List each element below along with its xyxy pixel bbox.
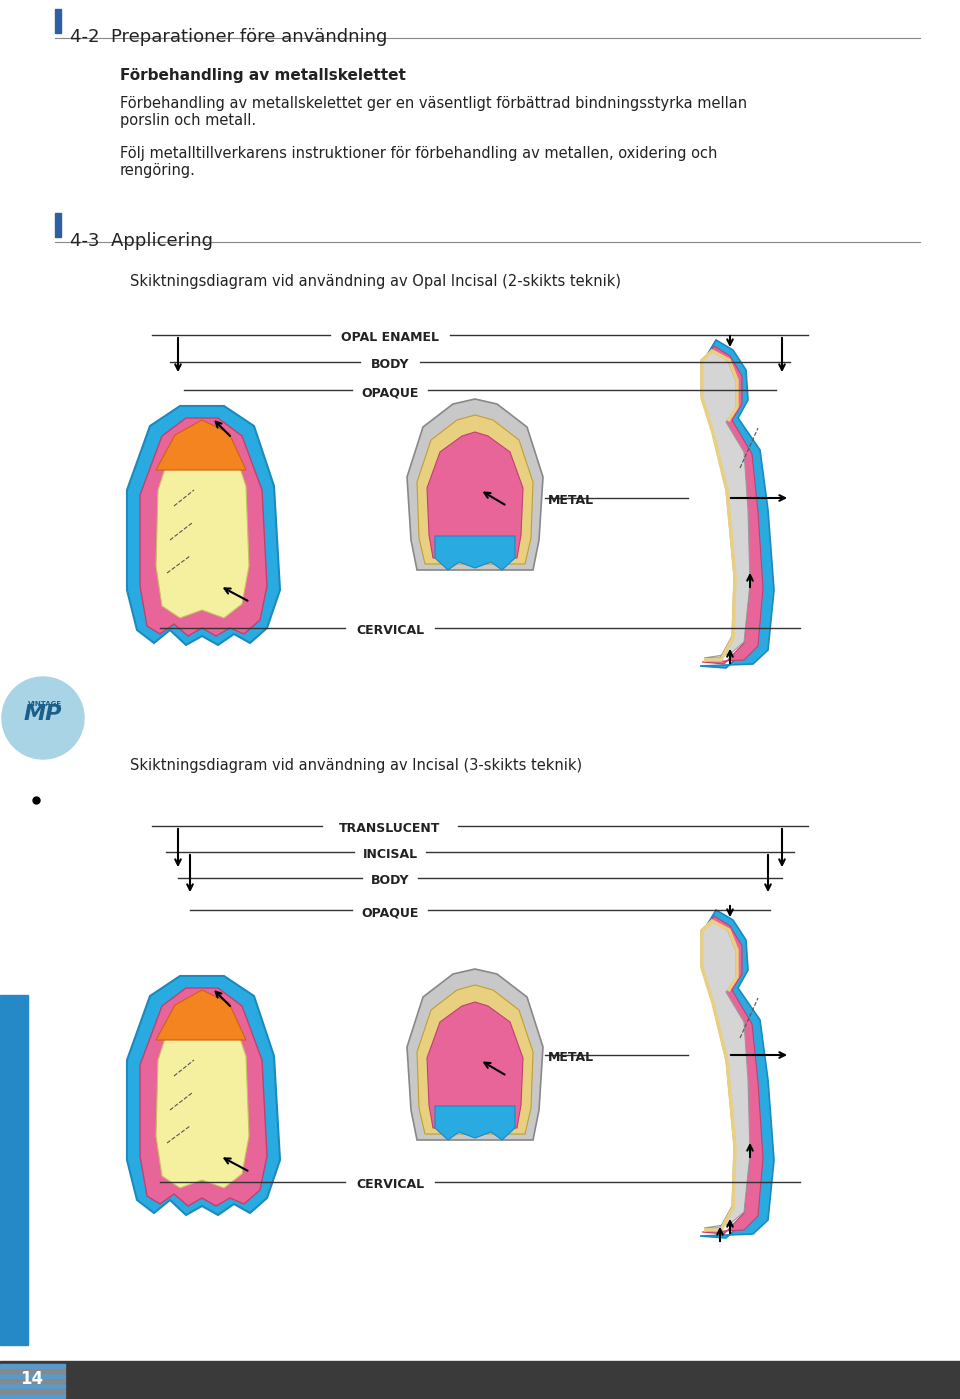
Ellipse shape [2, 677, 84, 760]
Polygon shape [435, 1107, 515, 1140]
Polygon shape [435, 536, 515, 569]
Text: 14: 14 [20, 1370, 43, 1388]
Text: TRANSLUCENT: TRANSLUCENT [339, 823, 441, 835]
Text: METAL: METAL [548, 1051, 594, 1065]
Polygon shape [156, 990, 246, 1039]
Polygon shape [127, 977, 280, 1214]
Text: CERVICAL: CERVICAL [356, 624, 424, 637]
Polygon shape [407, 399, 543, 569]
Text: APPLIKATION: APPLIKATION [9, 1126, 19, 1209]
Polygon shape [427, 432, 523, 558]
Text: MP: MP [24, 704, 62, 725]
Text: BODY: BODY [371, 358, 409, 371]
Bar [0, 1370, 65, 1372]
Text: 4-2  Preparationer före användning: 4-2 Preparationer före användning [70, 28, 388, 46]
Text: Skiktningsdiagram vid användning av Opal Incisal (2-skikts teknik): Skiktningsdiagram vid användning av Opal… [130, 274, 621, 290]
Polygon shape [417, 985, 533, 1135]
Polygon shape [427, 1002, 523, 1128]
Bar [55, 8, 61, 34]
Bar [0, 995, 28, 1344]
Polygon shape [156, 420, 246, 470]
Polygon shape [156, 424, 249, 618]
Polygon shape [140, 418, 267, 637]
Bar [0, 1379, 65, 1384]
Polygon shape [701, 921, 750, 1228]
Polygon shape [702, 916, 763, 1234]
Text: OPAL ENAMEL: OPAL ENAMEL [341, 332, 439, 344]
Polygon shape [140, 988, 267, 1206]
Bar [0, 1374, 65, 1378]
Polygon shape [700, 340, 774, 667]
Polygon shape [701, 350, 750, 658]
Text: VINTAGE: VINTAGE [28, 701, 62, 706]
Text: Förbehandling av metallskelettet: Förbehandling av metallskelettet [120, 69, 406, 83]
Polygon shape [127, 406, 280, 645]
Bar [0, 1393, 65, 1398]
Polygon shape [417, 416, 533, 564]
Polygon shape [407, 970, 543, 1140]
Polygon shape [156, 995, 249, 1188]
Text: METAL: METAL [548, 494, 594, 506]
Text: BODY: BODY [371, 874, 409, 887]
Polygon shape [700, 909, 774, 1238]
Text: Följ metalltillverkarens instruktioner för förbehandling av metallen, oxidering : Följ metalltillverkarens instruktioner f… [120, 145, 717, 179]
Text: CERVICAL: CERVICAL [356, 1178, 424, 1191]
Bar [55, 213, 61, 236]
Text: Skiktningsdiagram vid användning av Incisal (3-skikts teknik): Skiktningsdiagram vid användning av Inci… [130, 758, 582, 774]
Bar [0, 1361, 960, 1399]
Polygon shape [702, 346, 763, 665]
Bar [0, 1389, 65, 1393]
Text: INCISAL: INCISAL [363, 848, 418, 860]
Text: Förbehandling av metallskelettet ger en väsentligt förbättrad bindningsstyrka me: Förbehandling av metallskelettet ger en … [120, 97, 747, 129]
Text: OPAQUE: OPAQUE [361, 386, 419, 399]
Bar [0, 1384, 65, 1388]
Bar [0, 1364, 65, 1368]
Text: 4-3  Applicering: 4-3 Applicering [70, 232, 213, 250]
Text: OPAQUE: OPAQUE [361, 907, 419, 919]
